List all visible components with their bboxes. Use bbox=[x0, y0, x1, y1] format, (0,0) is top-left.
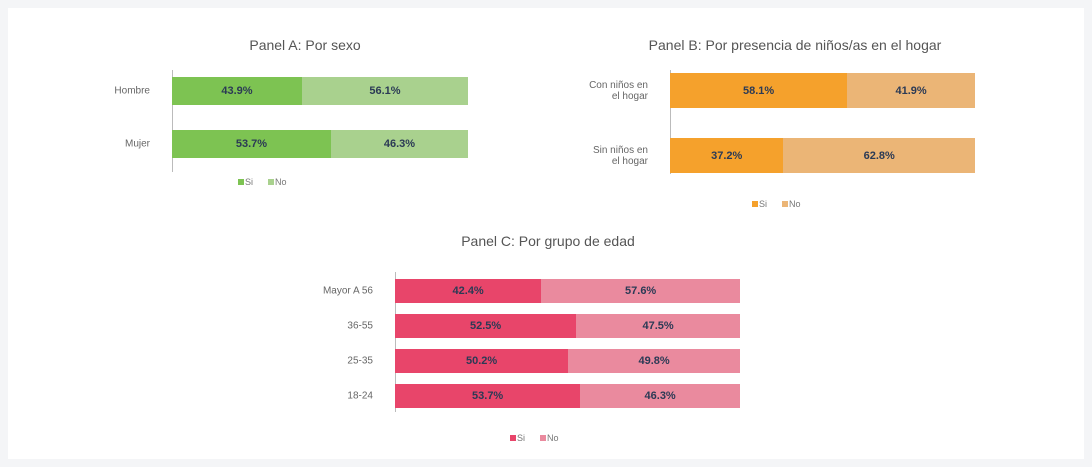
value-label: 50.2% bbox=[465, 355, 498, 367]
value-label: 37.2% bbox=[711, 149, 743, 162]
value-label: 41.9% bbox=[895, 84, 927, 97]
bar-segment bbox=[172, 77, 302, 105]
bar-segment bbox=[580, 384, 740, 408]
legend-swatch bbox=[782, 201, 788, 207]
axis-line bbox=[670, 70, 671, 174]
bar-segment bbox=[847, 73, 975, 108]
bar-segment bbox=[330, 130, 468, 158]
category-label: 25-35 bbox=[347, 355, 373, 367]
legend-label: No bbox=[547, 433, 559, 443]
panel-title: Panel A: Por sexo bbox=[249, 37, 361, 53]
value-label: 47.5% bbox=[642, 320, 674, 332]
legend-swatch bbox=[510, 435, 516, 441]
category-label: Hombre bbox=[114, 85, 150, 97]
legend-label: No bbox=[789, 199, 801, 209]
bar-segment bbox=[541, 279, 740, 303]
bar-segment bbox=[395, 279, 542, 303]
legend-swatch bbox=[540, 435, 546, 441]
bar-segment bbox=[576, 314, 740, 338]
value-label: 46.3% bbox=[383, 138, 416, 150]
legend-swatch bbox=[238, 179, 244, 185]
bar-segment bbox=[670, 138, 784, 173]
category-label: Mujer bbox=[124, 138, 150, 150]
value-label: 56.1% bbox=[369, 85, 401, 97]
axis-line bbox=[172, 70, 173, 172]
bar-segment bbox=[670, 73, 848, 108]
category-label: Con niños en el hogar bbox=[589, 79, 648, 102]
value-label: 58.1% bbox=[742, 84, 775, 97]
value-label: 46.3% bbox=[644, 390, 676, 402]
legend-label: Si bbox=[245, 177, 254, 187]
bar-segment bbox=[172, 130, 331, 158]
value-label: 53.7% bbox=[235, 138, 268, 150]
value-label: 53.7% bbox=[472, 390, 504, 402]
category-label: 36-55 bbox=[347, 320, 373, 332]
legend-label: Si bbox=[759, 199, 768, 209]
category-label: Sin niños en el hogar bbox=[592, 144, 648, 167]
legend-swatch bbox=[268, 179, 274, 185]
panel-title: Panel B: Por presencia de niños/as en el… bbox=[648, 37, 942, 53]
panel-title: Panel C: Por grupo de edad bbox=[461, 233, 635, 249]
bar-segment bbox=[395, 314, 577, 338]
value-label: 42.4% bbox=[452, 285, 484, 297]
bar-segment bbox=[395, 384, 581, 408]
bar-segment bbox=[301, 77, 468, 105]
category-label: 18-24 bbox=[347, 390, 373, 402]
bar-segment bbox=[783, 138, 975, 173]
bar-segment bbox=[568, 349, 740, 373]
category-label: Mayor A 56 bbox=[322, 285, 373, 297]
value-label: 62.8% bbox=[863, 149, 895, 162]
value-label: 57.6% bbox=[625, 285, 657, 297]
legend-label: No bbox=[275, 177, 287, 187]
axis-line bbox=[395, 272, 396, 412]
value-label: 52.5% bbox=[469, 320, 502, 332]
bar-segment bbox=[395, 349, 569, 373]
value-label: 49.8% bbox=[638, 355, 670, 367]
value-label: 43.9% bbox=[221, 85, 253, 97]
legend-swatch bbox=[752, 201, 758, 207]
legend-label: Si bbox=[517, 433, 526, 443]
